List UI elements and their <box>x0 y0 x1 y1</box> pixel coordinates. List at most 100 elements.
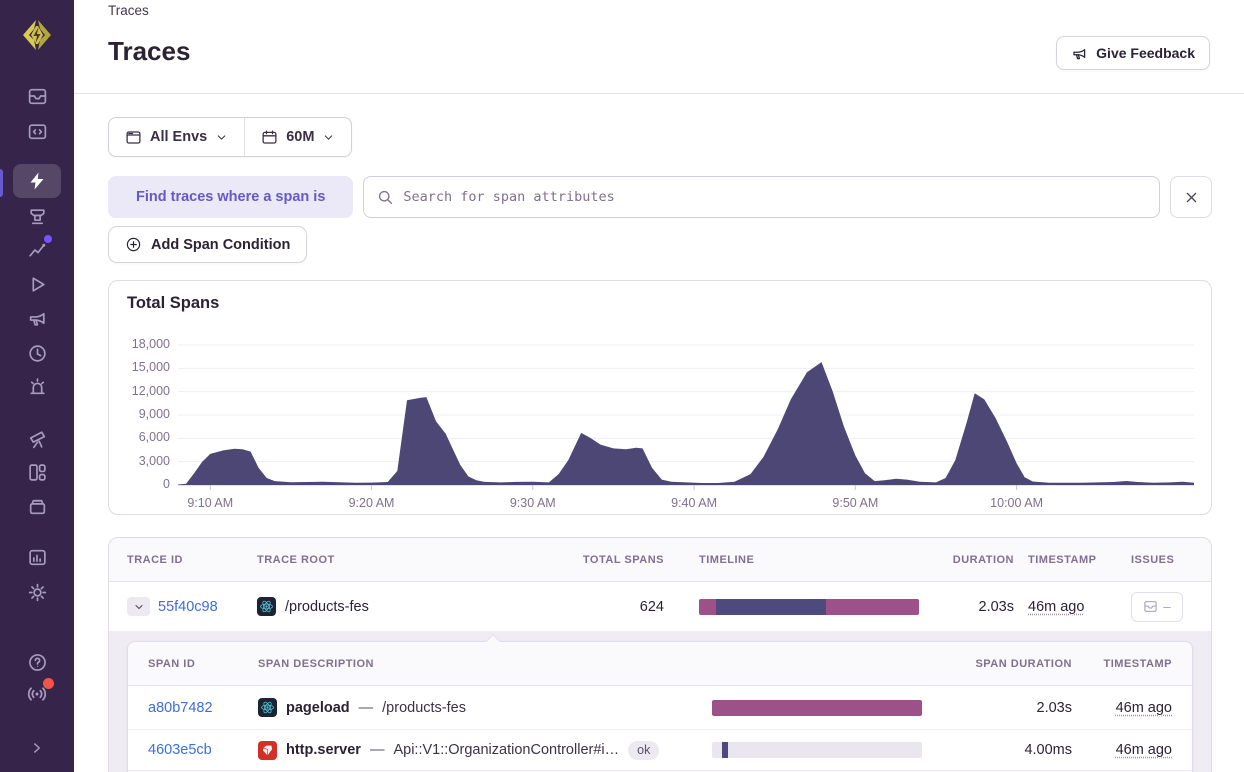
time-range-filter-value: 60M <box>286 129 314 145</box>
whats-new-badge <box>43 678 54 689</box>
sidebar-item-stats[interactable] <box>0 545 74 569</box>
span-id-link[interactable]: a80b7482 <box>148 700 213 716</box>
span-timestamp[interactable]: 46m ago <box>1116 700 1172 716</box>
span-timestamp[interactable]: 46m ago <box>1116 742 1172 758</box>
trace-issues-cell[interactable]: – <box>1131 592 1183 622</box>
gear-icon <box>27 582 48 603</box>
sidebar-item-traces[interactable] <box>0 164 74 198</box>
span-duration-bar <box>712 700 922 716</box>
sidebar-item-crons[interactable] <box>0 341 74 365</box>
org-logo-icon[interactable] <box>19 17 55 53</box>
telescope-icon <box>27 428 48 449</box>
y-axis-tick-label: 15,000 <box>112 360 170 374</box>
span-duration: 4.00ms <box>922 742 1072 758</box>
sidebar-item-settings[interactable] <box>0 580 74 604</box>
separator: — <box>359 700 374 716</box>
spans-table-header: SPAN ID SPAN DESCRIPTION SPAN DURATION T… <box>128 642 1192 686</box>
sidebar-item-releases[interactable] <box>0 494 74 518</box>
span-bar-fill <box>712 700 922 716</box>
issues-icon <box>27 86 48 107</box>
col-span-description: SPAN DESCRIPTION <box>258 658 712 670</box>
sidebar-item-alerts[interactable] <box>0 374 74 398</box>
filter-bar: All Envs 60M <box>108 117 352 157</box>
give-feedback-label: Give Feedback <box>1096 45 1195 61</box>
play-icon <box>27 274 48 295</box>
calendar-icon <box>261 129 278 146</box>
y-axis-tick-label: 18,000 <box>112 337 170 351</box>
chart-title: Total Spans <box>127 294 219 313</box>
ruby-platform-icon <box>258 741 277 760</box>
sidebar-item-insights[interactable] <box>0 238 74 262</box>
y-axis-tick-label: 9,000 <box>112 407 170 421</box>
span-op: pageload <box>286 700 350 716</box>
col-issues: ISSUES <box>1131 554 1193 566</box>
span-description[interactable]: Api::V1::OrganizationController#i… <box>393 742 619 758</box>
time-range-filter[interactable]: 60M <box>244 118 351 156</box>
col-span-id: SPAN ID <box>148 658 258 670</box>
sidebar-item-profiling[interactable] <box>0 204 74 228</box>
help-icon <box>27 652 48 673</box>
y-axis-tick-label: 12,000 <box>112 384 170 398</box>
plus-circle-icon <box>125 236 142 253</box>
spans-table: SPAN ID SPAN DESCRIPTION SPAN DURATION T… <box>127 641 1193 772</box>
sidebar-item-feedback[interactable] <box>0 306 74 330</box>
timeline-segment <box>826 599 919 615</box>
archive-icon <box>27 496 48 517</box>
environment-filter[interactable]: All Envs <box>109 118 244 156</box>
span-attributes-search-input[interactable] <box>403 189 1146 205</box>
issues-count: – <box>1163 599 1170 614</box>
page-header: Traces Traces Give Feedback <box>74 0 1244 94</box>
give-feedback-button[interactable]: Give Feedback <box>1056 36 1210 70</box>
y-axis-tick-label: 0 <box>112 477 170 491</box>
trace-row: 55f40c98 /products-fes 624 2.03s 46m ago <box>109 582 1211 631</box>
span-status-badge: ok <box>628 741 659 760</box>
add-span-condition-button[interactable]: Add Span Condition <box>108 226 307 263</box>
search-box[interactable] <box>363 176 1160 218</box>
sidebar-item-whats-new[interactable] <box>0 682 74 706</box>
stats-icon <box>27 547 48 568</box>
window-icon <box>125 129 142 146</box>
sidebar-item-replays[interactable] <box>0 272 74 296</box>
sidebar-item-projects[interactable] <box>0 119 74 143</box>
collapse-trace-button[interactable] <box>127 597 150 616</box>
add-span-condition-label: Add Span Condition <box>151 237 290 253</box>
col-span-duration: SPAN DURATION <box>922 658 1072 670</box>
trace-root-name[interactable]: /products-fes <box>285 599 369 615</box>
span-duration-bar <box>712 742 922 758</box>
megaphone-icon <box>27 308 48 329</box>
x-axis-tick-label: 9:30 AM <box>510 496 556 510</box>
chevron-right-icon <box>28 739 46 757</box>
x-axis-tick-label: 9:20 AM <box>349 496 395 510</box>
trace-timestamp[interactable]: 46m ago <box>1028 599 1084 615</box>
clear-search-button[interactable] <box>1170 176 1212 218</box>
projects-icon <box>27 121 48 142</box>
breadcrumb[interactable]: Traces <box>108 3 149 18</box>
sidebar-collapse-button[interactable] <box>0 736 74 760</box>
sidebar-item-dashboards[interactable] <box>0 460 74 484</box>
search-row: Find traces where a span is <box>108 176 1212 218</box>
total-spans-value: 624 <box>552 599 664 615</box>
react-platform-icon <box>257 597 276 616</box>
col-timestamp: TIMESTAMP <box>1028 554 1118 566</box>
chevron-down-icon <box>133 601 145 613</box>
profiling-icon <box>27 206 48 227</box>
col-trace-root: TRACE ROOT <box>257 554 552 566</box>
span-bar-fill <box>722 742 728 758</box>
span-row: 4603e5cb http.server — Api::V1::Organiza… <box>128 730 1192 770</box>
span-duration: 2.03s <box>922 700 1072 716</box>
trace-id-link[interactable]: 55f40c98 <box>158 599 218 615</box>
sidebar-item-help[interactable] <box>0 650 74 674</box>
span-description[interactable]: /products-fes <box>382 700 466 716</box>
chevron-down-icon <box>322 131 335 144</box>
col-span-timestamp: TIMESTAMP <box>1072 658 1172 670</box>
x-axis-tick-label: 10:00 AM <box>990 496 1043 510</box>
y-axis-tick-label: 6,000 <box>112 430 170 444</box>
span-id-link[interactable]: 4603e5cb <box>148 742 212 758</box>
span-row: a80b7482 pageload — /products-fes 2.03s <box>128 686 1192 730</box>
megaphone-icon <box>1071 45 1088 62</box>
sidebar-item-discover[interactable] <box>0 426 74 450</box>
x-axis-tick-label: 9:10 AM <box>187 496 233 510</box>
total-spans-chart[interactable] <box>109 323 1213 503</box>
sidebar-item-issues[interactable] <box>0 84 74 108</box>
sidebar <box>0 0 74 772</box>
